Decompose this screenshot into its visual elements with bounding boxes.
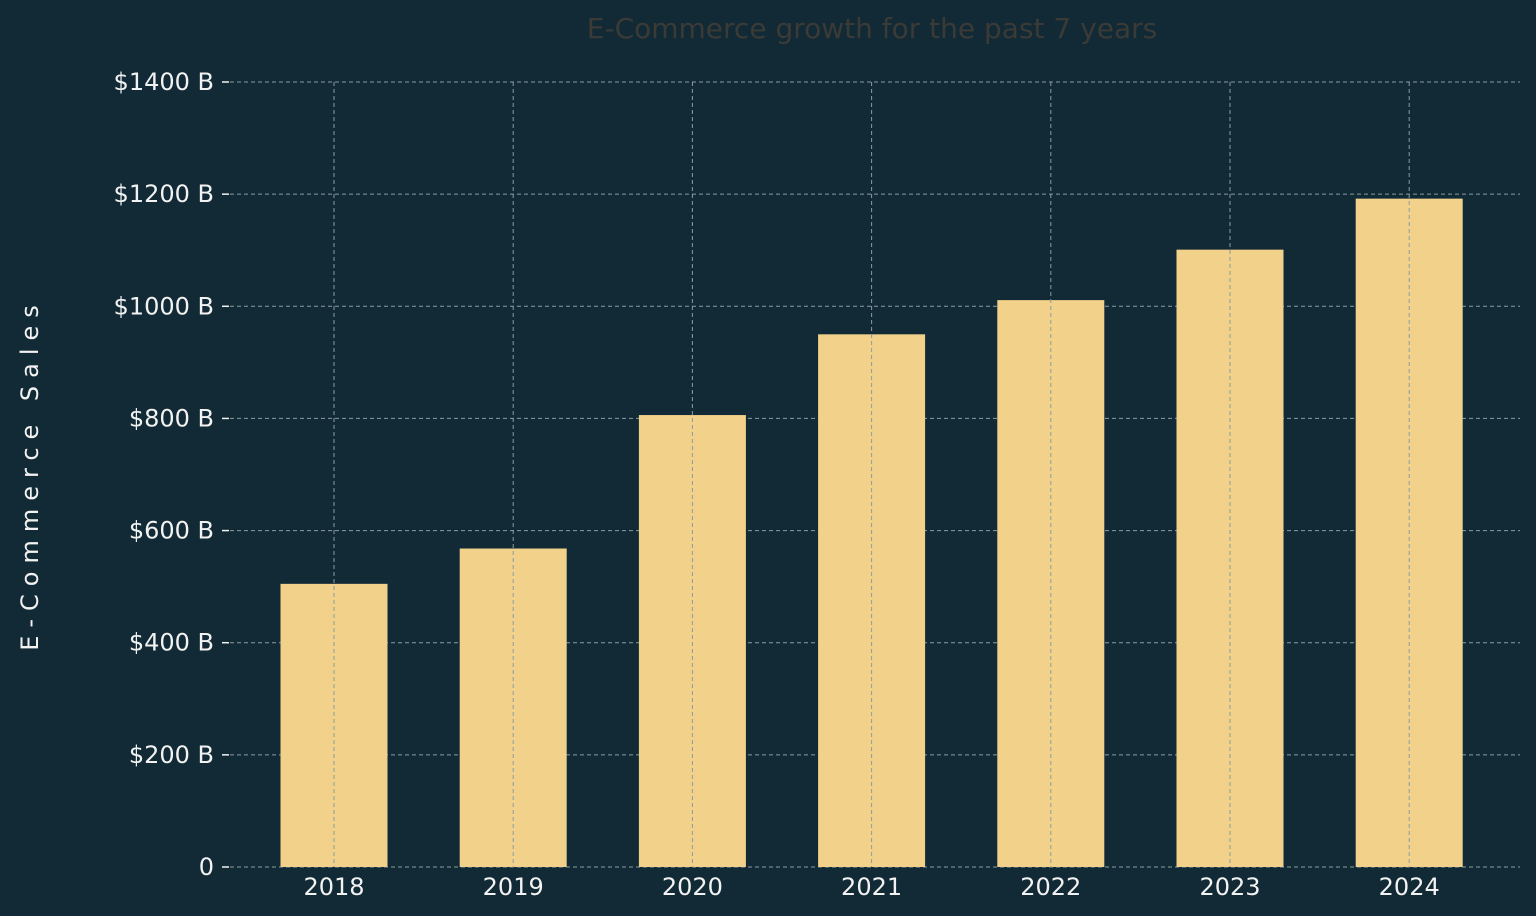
vertical-grid-lines	[333, 82, 1410, 867]
x-tick-label: 2020	[662, 873, 723, 901]
y-tick-label: $1200 B	[114, 180, 214, 208]
y-axis-ticks: 0 $200 B $400 B $600 B $800 B $1000 B $1200 B $…	[114, 68, 229, 881]
x-tick-label: 2024	[1379, 873, 1440, 901]
x-tick-label: 2023	[1199, 873, 1260, 901]
y-tick-label: $800 B	[129, 404, 214, 432]
x-tick-label: 2018	[303, 873, 364, 901]
bar-2022	[997, 300, 1105, 867]
y-tick-label: 0	[199, 853, 214, 881]
y-tick-label: $400 B	[129, 629, 214, 657]
y-tick-label: $200 B	[129, 741, 214, 769]
y-axis-title: E-Commerce Sales	[16, 297, 44, 651]
x-axis-ticks: 2018 2019 2020 2021 2022 2023 2024	[303, 873, 1439, 901]
y-tick-label: $1000 B	[114, 292, 214, 320]
x-tick-label: 2022	[1020, 873, 1081, 901]
x-tick-label: 2021	[841, 873, 902, 901]
x-tick-label: 2019	[483, 873, 544, 901]
chart-title: E-Commerce growth for the past 7 years	[587, 12, 1157, 45]
y-tick-label: $600 B	[129, 517, 214, 545]
y-tick-label: $1400 B	[114, 68, 214, 96]
